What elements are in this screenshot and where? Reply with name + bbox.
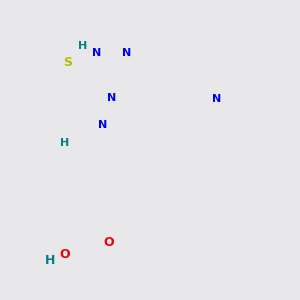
Text: N: N	[212, 94, 221, 103]
Text: S: S	[63, 56, 72, 69]
Text: N: N	[97, 121, 106, 131]
Text: O: O	[59, 248, 70, 261]
Text: N: N	[98, 120, 107, 130]
Text: N: N	[122, 48, 131, 58]
Text: N: N	[107, 94, 116, 103]
Text: N: N	[92, 48, 102, 58]
Text: H: H	[78, 41, 87, 51]
Text: O: O	[103, 236, 114, 249]
Text: H: H	[45, 254, 55, 267]
Text: H: H	[60, 138, 69, 148]
